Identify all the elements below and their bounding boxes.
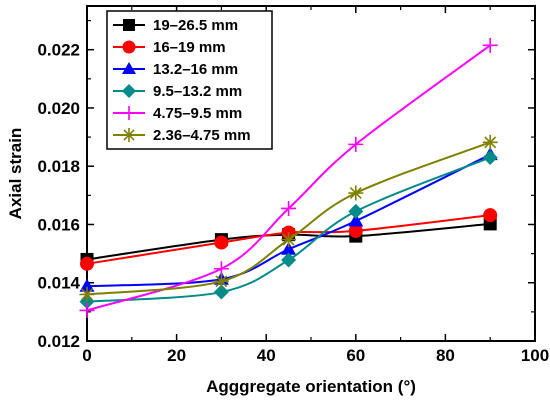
y-tick-label: 0.020 (37, 99, 80, 118)
diamond-marker (213, 284, 229, 300)
x-tick-label: 100 (521, 346, 549, 365)
circle-marker (80, 256, 94, 271)
legend-label: 9.5–13.2 mm (153, 83, 242, 100)
y-tick-label: 0.012 (37, 332, 80, 351)
legend-item: 16–19 mm (113, 39, 226, 56)
diamond-marker (482, 149, 498, 165)
circle-marker (214, 235, 229, 250)
square-marker (123, 19, 135, 31)
legend-label: 19–26.5 mm (153, 17, 238, 34)
x-axis-title: Agggregate orientation (°) (206, 377, 416, 396)
y-tick-label: 0.016 (37, 215, 80, 234)
plot-area: 0 20 40 60 80 100 0.012 0.014 0.016 0.018 0.020 0.0… (37, 5, 549, 365)
series-2 (79, 147, 498, 292)
legend-item: 2.36–4.75 mm (113, 127, 251, 144)
plus-marker (79, 302, 95, 318)
star-marker (79, 286, 95, 302)
triangle-marker (79, 278, 95, 292)
triangle-marker (281, 241, 297, 255)
circle-marker (483, 208, 498, 223)
series-4 (79, 37, 498, 318)
legend-box (106, 10, 273, 150)
x-tick-label: 20 (167, 346, 186, 365)
legend-item: 19–26.5 mm (113, 17, 238, 34)
triangle-marker (348, 213, 364, 227)
series-1 (80, 208, 498, 271)
y-tick-label: 0.014 (37, 274, 80, 293)
plus-marker (213, 261, 229, 277)
legend-item: 4.75–9.5 mm (113, 105, 242, 122)
series-layer (79, 37, 498, 318)
plus-marker (122, 106, 136, 120)
x-tick-label: 0 (82, 346, 91, 365)
x-tick-label: 40 (257, 346, 276, 365)
legend-item: 13.2–16 mm (113, 61, 238, 78)
plus-marker (482, 37, 498, 53)
x-tick-label: 80 (436, 346, 455, 365)
legend-label: 16–19 mm (153, 39, 226, 56)
diamond-marker (281, 252, 297, 268)
series-line (86, 141, 491, 296)
star-marker (122, 128, 136, 142)
legend-label: 13.2–16 mm (153, 61, 238, 78)
star-marker (281, 232, 297, 248)
circle-marker (122, 40, 136, 54)
circle-marker (348, 223, 363, 238)
legend-label: 2.36–4.75 mm (153, 127, 251, 144)
star-marker (348, 185, 364, 201)
y-tick-label: 0.022 (37, 41, 80, 60)
plus-marker (348, 136, 364, 152)
plus-marker (281, 200, 297, 216)
star-marker (213, 273, 229, 289)
series-5 (79, 134, 498, 302)
x-tick-label: 60 (346, 346, 365, 365)
y-axis-title: Axial strain (6, 128, 25, 220)
star-marker (482, 134, 498, 150)
diamond-marker (122, 84, 136, 98)
triangle-marker (122, 62, 136, 74)
legend-label: 4.75–9.5 mm (153, 105, 242, 122)
diamond-marker (348, 203, 364, 219)
y-tick-label: 0.018 (37, 157, 80, 176)
legend: 19–26.5 mm 16–19 mm 13.2–16 mm 9.5–13.2 mm 4… (106, 10, 273, 150)
legend-item: 9.5–13.2 mm (113, 83, 242, 100)
